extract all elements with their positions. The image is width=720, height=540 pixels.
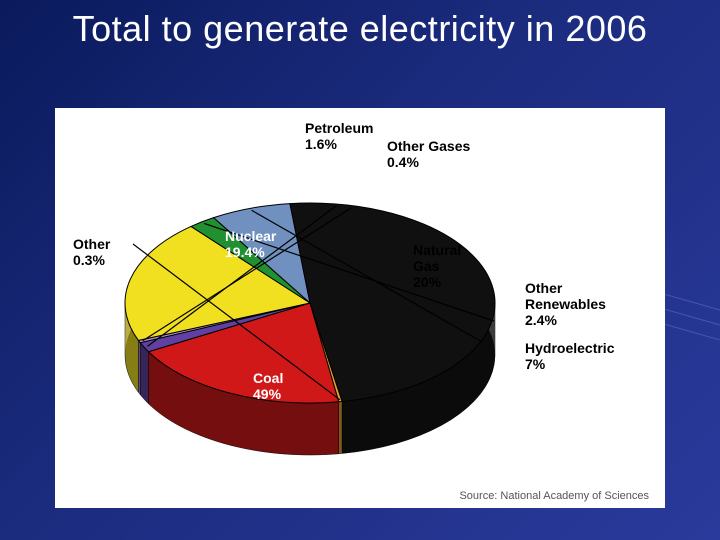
label-natural-gas: Natural Gas 20%: [413, 242, 461, 290]
label-petroleum: Petroleum 1.6%: [305, 120, 373, 152]
chart-panel: Source: National Academy of Sciences Oth…: [55, 108, 665, 508]
label-hydroelectric: Hydroelectric 7%: [525, 340, 614, 372]
label-coal: Coal 49%: [253, 370, 283, 402]
label-nuclear: Nuclear 19.4%: [225, 228, 276, 260]
label-other: Other 0.3%: [73, 236, 110, 268]
label-other-gases: Other Gases 0.4%: [387, 138, 470, 170]
source-text: Source: National Academy of Sciences: [459, 490, 649, 502]
slide: Total to generate electricity in 2006 So…: [0, 0, 720, 540]
slide-title: Total to generate electricity in 2006: [0, 8, 720, 49]
label-other-renewables: Other Renewables 2.4%: [525, 280, 606, 328]
